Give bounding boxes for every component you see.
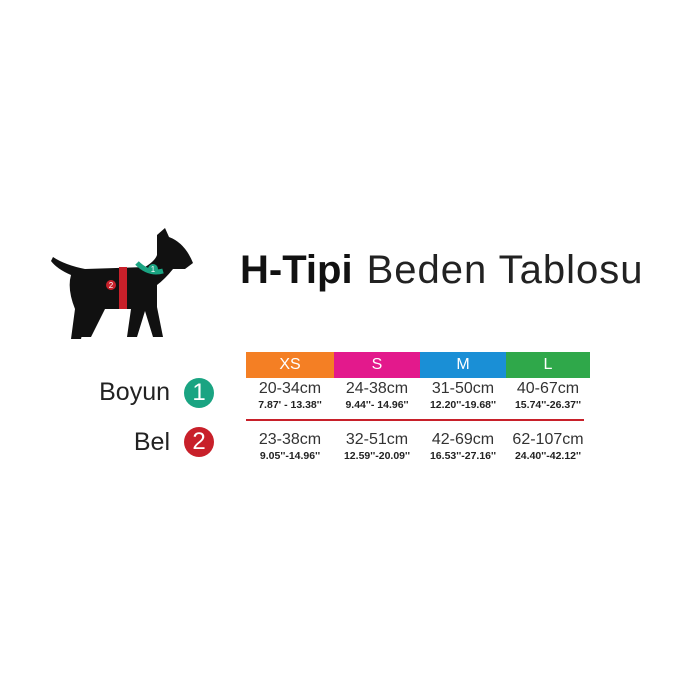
- waist-marker: 2: [109, 281, 114, 290]
- size-header-s: S: [334, 352, 420, 378]
- dog-silhouette-icon: 1 2: [51, 228, 193, 339]
- size-inch-cell: 9.44''- 14.96'': [345, 399, 409, 411]
- size-cm-cell: 62-107cm: [512, 431, 584, 448]
- size-inch-cell: 16.53''-27.16'': [429, 450, 497, 462]
- badge-2: 2: [184, 427, 214, 457]
- row-label-bel: Bel: [133, 428, 170, 456]
- size-header-xs: XS: [246, 352, 334, 378]
- size-inch-cell: 24.40''-42.12'': [514, 450, 582, 462]
- size-cm-cell: 24-38cm: [345, 380, 409, 397]
- size-inch-cell: 7.87' - 13.38'': [258, 399, 322, 411]
- size-inch-cell: 12.20''-19.68'': [429, 399, 497, 411]
- size-header-m: M: [420, 352, 506, 378]
- title-bold: H-Tipi: [240, 248, 353, 292]
- size-inch-cell: 9.05''-14.96'': [259, 450, 321, 462]
- size-cm-cell: 20-34cm: [258, 380, 322, 397]
- size-header-l: L: [506, 352, 590, 378]
- neck-marker: 1: [151, 265, 156, 274]
- size-cm-cell: 23-38cm: [258, 431, 322, 448]
- title-light: Beden Tablosu: [366, 248, 644, 292]
- badge-1: 1: [184, 378, 214, 408]
- row-label-boyun: Boyun: [99, 378, 170, 406]
- size-cm-cell: 42-69cm: [431, 431, 495, 448]
- size-cm-cell: 32-51cm: [345, 431, 409, 448]
- page-title: H-Tipi Beden Tablosu: [240, 248, 644, 293]
- size-cm-cell: 40-67cm: [516, 380, 580, 397]
- size-inch-cell: 12.59''-20.09'': [343, 450, 411, 462]
- size-inch-cell: 15.74''-26.37'': [514, 399, 582, 411]
- row-divider: [246, 419, 584, 421]
- size-cm-cell: 31-50cm: [431, 380, 495, 397]
